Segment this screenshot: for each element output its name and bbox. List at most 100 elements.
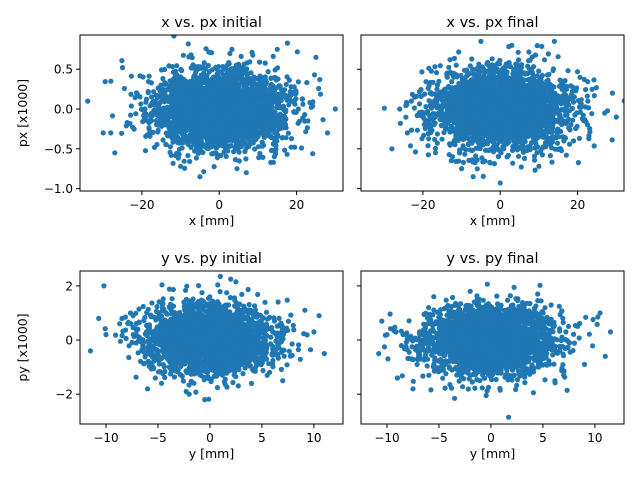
scatter-point <box>199 77 205 83</box>
scatter-point <box>163 108 169 114</box>
scatter-point <box>195 136 201 143</box>
scatter-point <box>130 124 136 130</box>
scatter-point <box>292 144 298 150</box>
scatter-point <box>432 64 438 70</box>
scatter-point <box>525 63 531 69</box>
scatter-point <box>238 101 244 107</box>
scatter-point <box>274 65 281 71</box>
scatter-point <box>156 102 162 108</box>
scatter-point <box>209 144 215 150</box>
y-axis-label: px [x1000] <box>15 79 30 147</box>
scatter-point <box>250 52 256 58</box>
scatter-point <box>179 125 185 131</box>
scatter-point <box>247 141 253 147</box>
scatter-point <box>447 141 453 147</box>
scatter-point <box>146 73 152 79</box>
scatter-point <box>218 124 224 130</box>
scatter-point <box>112 150 118 156</box>
scatter-point <box>225 101 231 107</box>
scatter-point <box>288 136 295 142</box>
scatter-point <box>268 84 275 90</box>
scatter-point <box>381 105 387 111</box>
scatter-point <box>237 111 244 117</box>
scatter-point <box>216 88 222 94</box>
x-tick-label: −20 <box>129 198 154 212</box>
scatter-point <box>510 71 516 77</box>
scatter-point <box>248 85 254 91</box>
scatter-point <box>416 101 423 107</box>
scatter-point <box>295 106 301 112</box>
scatter-point <box>239 135 245 141</box>
scatter-point <box>575 160 582 166</box>
scatter-point <box>257 150 263 157</box>
scatter-point <box>188 105 194 111</box>
scatter-point <box>303 129 309 135</box>
scatter-point <box>222 136 228 142</box>
scatter-point <box>518 164 524 170</box>
scatter-point <box>208 105 214 111</box>
scatter-point <box>268 100 274 106</box>
scatter-point <box>188 52 194 58</box>
scatter-point <box>531 64 537 70</box>
scatter-point <box>446 64 452 70</box>
scatter-point <box>207 132 213 138</box>
scatter-point <box>313 54 319 60</box>
scatter-point <box>526 49 532 55</box>
scatter-point <box>305 118 311 124</box>
scatter-point <box>403 114 409 120</box>
scatter-point <box>259 139 265 145</box>
scatter-point <box>198 86 204 92</box>
scatter-point <box>516 57 522 63</box>
scatter-point <box>434 131 440 137</box>
scatter-point <box>233 130 239 137</box>
scatter-point <box>189 120 195 126</box>
scatter-point <box>294 49 300 55</box>
scatter-point <box>142 148 148 154</box>
scatter-point <box>238 53 244 60</box>
scatter-point <box>214 102 221 108</box>
scatter-point <box>479 155 485 161</box>
scatter-point <box>180 132 186 138</box>
scatter-point <box>568 83 574 89</box>
scatter-point <box>456 49 462 55</box>
scatter-point <box>197 146 203 152</box>
scatter-point <box>202 66 208 72</box>
scatter-point <box>209 67 215 73</box>
scatter-point <box>462 151 468 157</box>
scatter-point <box>270 94 276 100</box>
scatter-point <box>175 102 181 108</box>
scatter-point <box>219 132 225 138</box>
chart-title: x vs. px initial <box>161 15 262 31</box>
scatter-point <box>449 79 455 85</box>
scatter-point <box>429 105 435 111</box>
scatter-point <box>149 94 155 100</box>
scatter-point <box>299 96 305 102</box>
scatter-point <box>207 78 213 85</box>
scatter-point <box>252 110 258 116</box>
scatter-point <box>316 85 322 92</box>
scatter-point <box>230 105 236 111</box>
scatter-point <box>589 111 595 117</box>
scatter-point <box>473 153 479 159</box>
scatter-point <box>228 110 235 116</box>
scatter-point <box>218 82 224 88</box>
scatter-point <box>169 90 175 96</box>
scatter-point <box>171 125 177 131</box>
scatter-point <box>437 63 443 69</box>
scatter-point <box>425 152 431 158</box>
scatter-point <box>430 99 436 105</box>
scatter-point <box>267 129 273 135</box>
scatter-point <box>196 115 202 121</box>
scatter-point <box>253 137 259 143</box>
scatter-point <box>211 137 217 143</box>
scatter-point <box>291 109 297 115</box>
scatter-point <box>284 40 290 46</box>
scatter-point <box>175 77 181 83</box>
scatter-point <box>145 79 152 85</box>
axes-frame <box>79 34 344 192</box>
scatter-point <box>178 163 184 169</box>
scatter-point <box>577 74 583 80</box>
scatter-point <box>587 126 593 132</box>
scatter-point <box>231 93 238 99</box>
